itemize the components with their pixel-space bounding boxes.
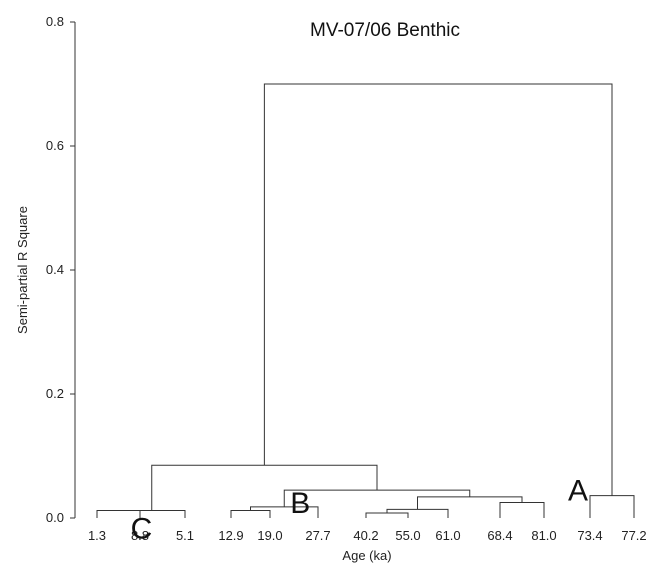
leaf-label: 77.2 bbox=[621, 528, 646, 543]
dendrogram-link bbox=[118, 510, 186, 518]
dendrogram-link bbox=[230, 510, 271, 518]
leaf-label: 27.7 bbox=[305, 528, 330, 543]
dendrogram-link bbox=[417, 496, 523, 510]
y-tick-label: 0.6 bbox=[46, 138, 64, 153]
dendrogram-link bbox=[499, 502, 545, 518]
dendrogram-links bbox=[96, 83, 635, 518]
leaf-label: 5.1 bbox=[176, 528, 194, 543]
leaf-label: 40.2 bbox=[353, 528, 378, 543]
y-tick-label: 0.2 bbox=[46, 386, 64, 401]
cluster-labels: C B A bbox=[131, 475, 588, 546]
leaf-label: 81.0 bbox=[531, 528, 556, 543]
leaf-label: 8.8 bbox=[131, 528, 149, 543]
leaf-label: 1.3 bbox=[88, 528, 106, 543]
dendrogram-link bbox=[589, 495, 635, 518]
cluster-label-b: B bbox=[290, 487, 310, 520]
leaf-label: 61.0 bbox=[435, 528, 460, 543]
cluster-label-c: C bbox=[131, 513, 153, 546]
y-axis-label: Semi-partial R Square bbox=[15, 206, 30, 334]
leaf-label: 68.4 bbox=[487, 528, 512, 543]
dendrogram-link bbox=[386, 508, 449, 518]
y-tick-label: 0.8 bbox=[46, 14, 64, 29]
dendrogram-link bbox=[365, 512, 409, 518]
y-tick-label: 0.4 bbox=[46, 262, 64, 277]
leaf-label: 19.0 bbox=[257, 528, 282, 543]
dendrogram-link bbox=[283, 489, 471, 507]
dendrogram-link bbox=[151, 464, 378, 511]
leaf-label: 12.9 bbox=[218, 528, 243, 543]
leaf-label: 73.4 bbox=[577, 528, 602, 543]
y-ticks: 0.0 0.2 0.4 0.6 0.8 bbox=[46, 14, 75, 525]
leaf-labels: 1.3 8.8 5.1 12.9 19.0 27.7 40.2 55.0 61.0 68.4 81.… bbox=[88, 528, 647, 543]
leaf-label: 55.0 bbox=[395, 528, 420, 543]
chart-title: MV-07/06 Benthic bbox=[310, 20, 460, 41]
dendrogram-link bbox=[263, 83, 613, 496]
x-axis-label: Age (ka) bbox=[342, 548, 391, 563]
y-tick-label: 0.0 bbox=[46, 510, 64, 525]
cluster-label-a: A bbox=[568, 475, 588, 508]
